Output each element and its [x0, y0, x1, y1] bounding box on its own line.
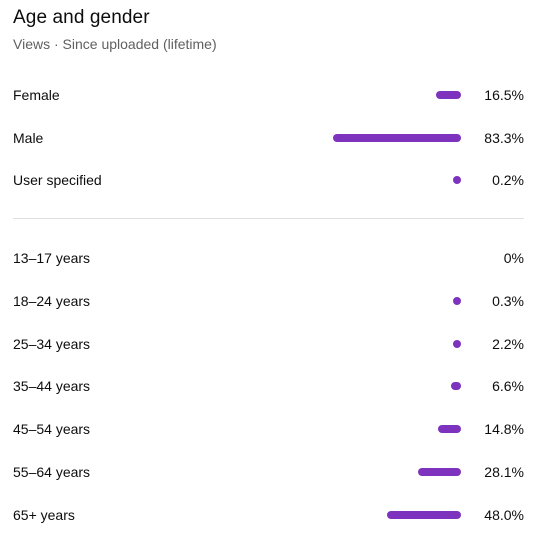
row-bar — [453, 340, 461, 348]
row-bar — [438, 425, 461, 433]
age-row-35-44: 35–44 years 6.6% — [13, 376, 524, 396]
row-label: 35–44 years — [13, 378, 91, 394]
age-row-65-plus: 65+ years 48.0% — [13, 505, 524, 525]
row-bar — [332, 134, 461, 142]
card-title: Age and gender — [13, 7, 150, 28]
row-value: 16.5% — [484, 87, 524, 103]
row-bar — [387, 511, 461, 519]
section-divider — [13, 218, 524, 219]
age-row-13-17: 13–17 years 0% — [13, 248, 524, 268]
row-value: 28.1% — [484, 464, 524, 480]
row-value: 0% — [503, 250, 524, 266]
row-label: 65+ years — [13, 507, 75, 523]
age-row-45-54: 45–54 years 14.8% — [13, 419, 524, 439]
gender-row-user-specified: User specified 0.2% — [13, 170, 524, 190]
row-value: 6.6% — [492, 378, 524, 394]
row-value: 83.3% — [484, 130, 524, 146]
row-label: Female — [13, 87, 60, 103]
row-value: 48.0% — [484, 507, 524, 523]
row-label: User specified — [13, 172, 102, 188]
gender-row-female: Female 16.5% — [13, 85, 524, 105]
row-label: 18–24 years — [13, 293, 91, 309]
row-bar — [453, 176, 461, 184]
age-row-55-64: 55–64 years 28.1% — [13, 462, 524, 482]
row-bar — [453, 297, 461, 305]
age-row-18-24: 18–24 years 0.3% — [13, 291, 524, 311]
row-value: 2.2% — [492, 336, 524, 352]
row-label: 45–54 years — [13, 421, 91, 437]
row-label: Male — [13, 130, 44, 146]
row-label: 55–64 years — [13, 464, 91, 480]
age-row-25-34: 25–34 years 2.2% — [13, 334, 524, 354]
row-value: 0.2% — [492, 172, 524, 188]
row-value: 14.8% — [484, 421, 524, 437]
row-value: 0.3% — [492, 293, 524, 309]
row-bar — [435, 91, 461, 99]
row-bar — [417, 468, 461, 476]
row-label: 25–34 years — [13, 336, 91, 352]
card-subtitle: Views · Since uploaded (lifetime) — [13, 36, 217, 52]
gender-row-male: Male 83.3% — [13, 128, 524, 148]
row-bar — [450, 382, 461, 390]
age-gender-card: Age and gender Views · Since uploaded (l… — [13, 0, 524, 536]
row-label: 13–17 years — [13, 250, 91, 266]
